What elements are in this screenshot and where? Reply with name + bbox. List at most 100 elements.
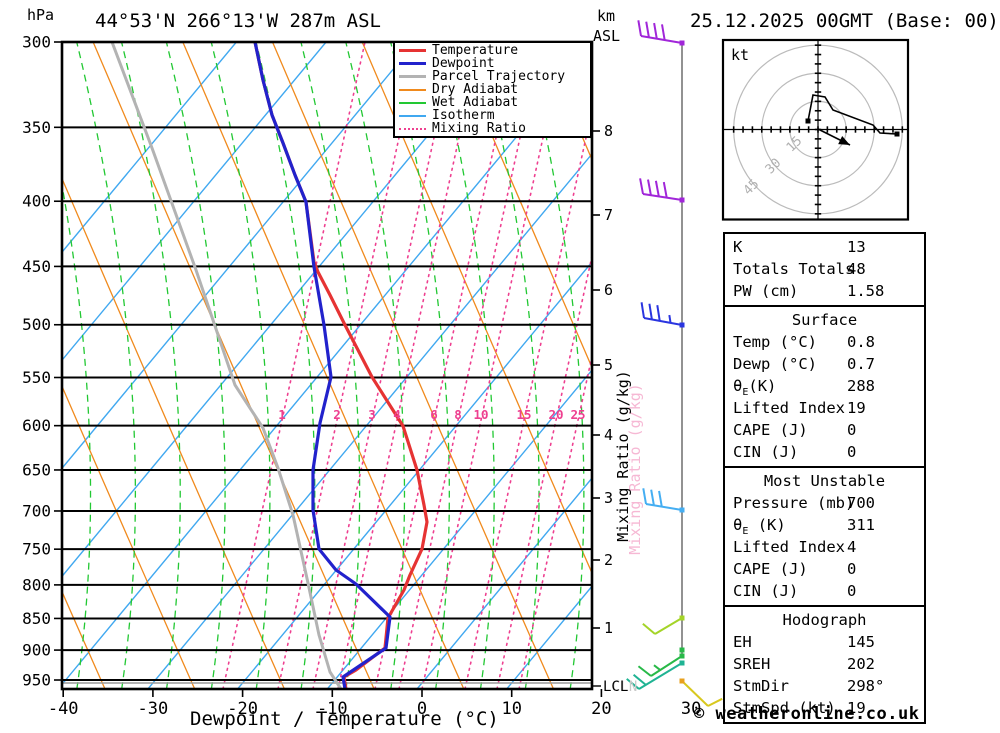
dry-adiabat-line bbox=[62, 590, 106, 689]
mixing-ratio-labels: 1 2 3 4 6 8 10 15 20 25 bbox=[278, 407, 585, 422]
wet-adiabat-line bbox=[300, 42, 361, 689]
legend-line-sample bbox=[399, 49, 426, 52]
pressure-unit-label: hPa bbox=[27, 6, 55, 24]
row-label: StmDir bbox=[733, 677, 789, 695]
isotherm-line bbox=[62, 42, 417, 470]
altitude-unit-km: km bbox=[597, 7, 616, 25]
wind-barb bbox=[679, 678, 723, 707]
dry-adiabat-line bbox=[541, 42, 592, 162]
table-row: θE(K) 288 bbox=[725, 375, 924, 398]
wind-barb-level-dot bbox=[679, 653, 685, 659]
wet-adiabat-line bbox=[524, 42, 585, 689]
km-tick-label: 3 bbox=[604, 489, 613, 507]
panel-header: Hodograph bbox=[782, 611, 867, 629]
table-row: StmSpd (kt) 19 bbox=[725, 697, 924, 719]
mixing-ratio-line bbox=[337, 42, 481, 689]
legend-line-sample bbox=[399, 127, 426, 130]
table-row: Temp (°C) 0.8 bbox=[725, 331, 924, 353]
mixing-ratio-value-label: 6 bbox=[430, 407, 438, 422]
lcl-marker-label: LCL bbox=[603, 679, 629, 695]
wind-barb-column bbox=[626, 20, 723, 707]
row-value: 4 bbox=[847, 538, 857, 556]
wind-barb-level-dot bbox=[679, 197, 685, 203]
temperature-tick-label: 0 bbox=[417, 699, 427, 719]
table-row: PW (cm) 1.58 bbox=[725, 280, 924, 302]
row-value: 0 bbox=[847, 443, 857, 461]
wet-adiabat-line bbox=[62, 181, 92, 689]
mixing-ratio-axis-label: Mixing Ratio (g/kg) bbox=[614, 370, 632, 542]
temperature-tick-label: -10 bbox=[317, 699, 348, 719]
wet-adiabat-line bbox=[165, 42, 226, 689]
row-label: CIN (J) bbox=[733, 443, 799, 461]
wet-adiabat-line bbox=[660, 42, 719, 689]
row-value: 19 bbox=[847, 699, 866, 717]
legend-item-mixing-ratio: Mixing Ratio bbox=[395, 122, 590, 135]
dry-adiabat-line bbox=[0, 42, 15, 689]
row-value: 298° bbox=[847, 677, 885, 695]
km-tick-label: 1 bbox=[604, 619, 613, 637]
dry-adiabat-line bbox=[361, 42, 592, 575]
isotherm-line bbox=[62, 42, 507, 578]
pressure-tick-label: 350 bbox=[22, 118, 51, 137]
wind-barb bbox=[637, 653, 685, 677]
mixing-ratio-line bbox=[374, 42, 518, 689]
row-label: K bbox=[733, 238, 743, 256]
row-value: 145 bbox=[847, 633, 875, 651]
mixing-ratio-line bbox=[222, 42, 366, 689]
row-label: EH bbox=[733, 633, 752, 651]
mixing-ratio-line bbox=[496, 252, 592, 689]
row-value: 0.7 bbox=[847, 355, 875, 373]
table-row: SREH 202 bbox=[725, 653, 924, 675]
row-label: PW (cm) bbox=[733, 282, 799, 300]
wind-barb bbox=[642, 488, 685, 513]
wind-barb-level-dot bbox=[679, 678, 685, 684]
wind-barb bbox=[626, 660, 685, 690]
pressure-tick-label: 700 bbox=[22, 501, 51, 520]
panel-header: Surface bbox=[791, 311, 858, 329]
wet-adiabat-line bbox=[390, 42, 450, 689]
dry-adiabat-line bbox=[451, 42, 592, 370]
curve-dewpoint bbox=[253, 42, 392, 689]
km-tick-label: 6 bbox=[604, 281, 613, 299]
legend-line-sample bbox=[399, 101, 426, 104]
wet-adiabat-line bbox=[345, 42, 406, 689]
pressure-tick-label: 500 bbox=[22, 315, 51, 334]
wet-adiabat-line bbox=[479, 42, 540, 689]
table-row: CIN (J) 0 bbox=[725, 580, 924, 602]
wind-barb bbox=[640, 302, 685, 328]
pressure-tick-label: 950 bbox=[22, 671, 51, 690]
pressure-tick-label: 800 bbox=[22, 575, 51, 594]
row-label: θE(K) bbox=[733, 377, 777, 399]
row-label: Totals Totals bbox=[733, 260, 855, 278]
row-label: CAPE (J) bbox=[733, 560, 808, 578]
mixing-ratio-value-label: 8 bbox=[454, 407, 462, 422]
datetime-title: 25.12.2025 00GMT (Base: 00) bbox=[690, 10, 999, 32]
table-row: CAPE (J) 0 bbox=[725, 558, 924, 580]
wet-adiabat-line bbox=[120, 42, 181, 689]
row-label: StmSpd (kt) bbox=[733, 699, 836, 717]
mixing-ratio-line bbox=[464, 106, 592, 689]
legend-label: Wet Adiabat bbox=[432, 94, 519, 110]
table-row: StmDir 298° bbox=[725, 675, 924, 697]
km-tick-label: 4 bbox=[604, 426, 613, 444]
wet-adiabat-line bbox=[255, 42, 316, 689]
legend-line-sample bbox=[399, 62, 426, 65]
wind-barb bbox=[642, 615, 685, 635]
indices-tables: K 13 Totals Totals 48 PW (cm) 1.58 Surface Temp… bbox=[723, 232, 926, 724]
km-tick-label: 2 bbox=[604, 551, 613, 569]
mixing-ratio-line bbox=[398, 42, 542, 689]
pressure-tick-label: 450 bbox=[22, 257, 51, 276]
row-value: 311 bbox=[847, 516, 875, 534]
wind-barb-level-dot bbox=[679, 322, 685, 328]
altitude-unit-asl: ASL bbox=[593, 27, 621, 45]
pressure-tick-label: 300 bbox=[22, 33, 51, 52]
table-row: Lifted Index 4 bbox=[725, 536, 924, 558]
wind-barb bbox=[637, 20, 685, 46]
wind-barb-level-dot bbox=[679, 647, 685, 653]
row-label: CIN (J) bbox=[733, 582, 799, 600]
legend-label: Dry Adiabat bbox=[432, 81, 519, 97]
dry-adiabat-line bbox=[62, 384, 196, 689]
